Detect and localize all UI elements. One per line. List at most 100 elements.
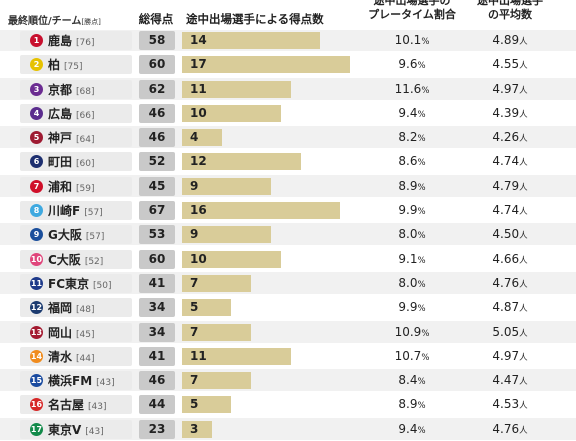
sub-goals-value: 10 xyxy=(190,105,207,120)
table-row: 4 広島 [66] 46 10 9.4% 4.39人 xyxy=(0,101,576,125)
playtime-ratio: 9.1% xyxy=(398,251,426,266)
team-points: [44] xyxy=(76,353,95,364)
team-name: 広島 [66] xyxy=(48,105,95,122)
sub-goals-value: 11 xyxy=(190,348,207,363)
sub-goals-bar xyxy=(182,129,222,147)
table-row: 6 町田 [60] 52 12 8.6% 4.74人 xyxy=(0,149,576,173)
sub-goals-bar xyxy=(182,250,281,268)
header-avg-subs: 途中出場選手 の平均数 xyxy=(477,0,543,21)
avg-subs: 4.66人 xyxy=(492,251,528,266)
sub-goals-bar xyxy=(182,299,232,317)
sub-goals-bar xyxy=(182,177,271,195)
rank-badge: 5 xyxy=(30,131,43,145)
team-points: [66] xyxy=(76,110,95,121)
team-name: 柏 [75] xyxy=(48,56,83,73)
team-cell xyxy=(20,298,132,318)
team-cell xyxy=(20,201,132,221)
team-points: [60] xyxy=(76,159,95,170)
sub-goals-value: 7 xyxy=(190,373,199,388)
sub-goals-bar xyxy=(182,80,291,98)
playtime-ratio: 9.9% xyxy=(398,300,426,315)
team-points: [43] xyxy=(85,426,104,437)
playtime-ratio: 10.9% xyxy=(394,324,430,339)
team-label: 鹿島 xyxy=(48,34,73,48)
sub-goals-bar xyxy=(182,32,321,49)
team-points: [57] xyxy=(85,232,105,243)
sub-goals-bar xyxy=(182,274,252,292)
team-name: 名古屋 [43] xyxy=(48,396,107,413)
team-points: [75] xyxy=(64,62,83,73)
playtime-ratio: 8.6% xyxy=(398,154,426,169)
playtime-ratio: 8.0% xyxy=(398,275,426,290)
sub-goals-value: 5 xyxy=(190,397,199,412)
team-name: 京都 [68] xyxy=(48,81,95,98)
table-row: 7 浦和 [59] 45 9 8.9% 4.79人 xyxy=(0,174,576,198)
team-label: 川崎F xyxy=(48,204,81,219)
team-points: [52] xyxy=(84,256,104,267)
playtime-ratio: 9.6% xyxy=(398,57,426,72)
sub-goals-value: 10 xyxy=(190,251,207,266)
avg-subs: 4.87人 xyxy=(492,300,528,315)
sub-goals-value: 9 xyxy=(190,178,199,193)
table-row: 12 福岡 [48] 34 5 9.9% 4.87人 xyxy=(0,295,576,319)
rank-badge: 15 xyxy=(30,374,43,388)
team-label: 岡山 xyxy=(48,325,73,340)
sub-goals-bar xyxy=(182,396,232,414)
table-row: 17 東京V [43] 23 3 9.4% 4.76人 xyxy=(0,417,576,441)
sub-goals-value: 17 xyxy=(190,57,207,72)
sub-goals-bar xyxy=(182,153,301,171)
team-name: 福岡 [48] xyxy=(48,299,95,316)
avg-subs: 4.74人 xyxy=(492,154,528,169)
avg-subs: 4.76人 xyxy=(492,421,528,436)
total-goals: 62 xyxy=(139,79,175,99)
sub-goals-value: 16 xyxy=(190,203,207,218)
team-name: 神戸 [64] xyxy=(48,129,95,146)
sub-goals-value: 9 xyxy=(190,227,199,242)
table-row: 3 京都 [68] 62 11 11.6% 4.97人 xyxy=(0,77,576,101)
playtime-ratio: 8.4% xyxy=(398,373,426,388)
playtime-ratio: 8.9% xyxy=(398,178,426,193)
rank-badge: 13 xyxy=(30,325,43,339)
total-goals: 46 xyxy=(139,371,175,391)
team-name: FC東京 [50] xyxy=(48,275,112,292)
team-name: 岡山 [45] xyxy=(48,324,95,341)
table-header: 最終順位/チーム[勝点] 総得点 途中出場選手による得点数 途中出場選手の プレ… xyxy=(0,0,576,30)
team-cell xyxy=(20,395,132,415)
team-points: [45] xyxy=(76,329,95,340)
team-name: 鹿島 [76] xyxy=(48,32,95,49)
avg-subs: 4.74人 xyxy=(492,203,528,218)
avg-subs: 4.89人 xyxy=(492,33,528,47)
avg-subs: 4.55人 xyxy=(492,57,528,72)
team-cell xyxy=(20,225,132,245)
rank-badge: 6 xyxy=(30,155,43,169)
team-points: [64] xyxy=(76,135,95,146)
playtime-ratio: 8.0% xyxy=(398,227,426,242)
playtime-ratio: 9.4% xyxy=(398,421,426,436)
team-name: 清水 [44] xyxy=(48,348,95,365)
total-goals: 46 xyxy=(139,128,175,148)
team-name: 横浜FM [43] xyxy=(48,372,115,389)
avg-subs: 4.39人 xyxy=(492,105,528,120)
team-label: 清水 xyxy=(48,349,73,364)
total-goals: 45 xyxy=(139,176,175,196)
avg-subs: 4.26人 xyxy=(492,130,528,145)
total-goals: 58 xyxy=(139,31,175,50)
team-label: 横浜FM xyxy=(48,374,93,389)
team-cell xyxy=(20,322,132,342)
total-goals: 34 xyxy=(139,322,175,342)
team-name: C大阪 [52] xyxy=(48,251,103,268)
table-row: 9 G大阪 [57] 53 9 8.0% 4.50人 xyxy=(0,222,576,246)
sub-goals-bar xyxy=(182,372,252,390)
avg-subs: 5.05人 xyxy=(492,324,528,339)
sub-goals-value: 11 xyxy=(190,81,207,96)
total-goals: 67 xyxy=(139,201,175,221)
team-label: 広島 xyxy=(48,106,73,121)
sub-goals-value: 7 xyxy=(190,324,199,339)
team-name: 川崎F [57] xyxy=(48,202,103,219)
sub-goals-bar xyxy=(182,104,281,122)
table-row: 1 鹿島 [76] 58 14 10.1% 4.89人 xyxy=(0,28,576,52)
team-points: [43] xyxy=(88,402,107,413)
table-row: 14 清水 [44] 41 11 10.7% 4.97人 xyxy=(0,344,576,368)
team-name: 浦和 [59] xyxy=(48,178,95,195)
team-points: [76] xyxy=(76,38,95,48)
